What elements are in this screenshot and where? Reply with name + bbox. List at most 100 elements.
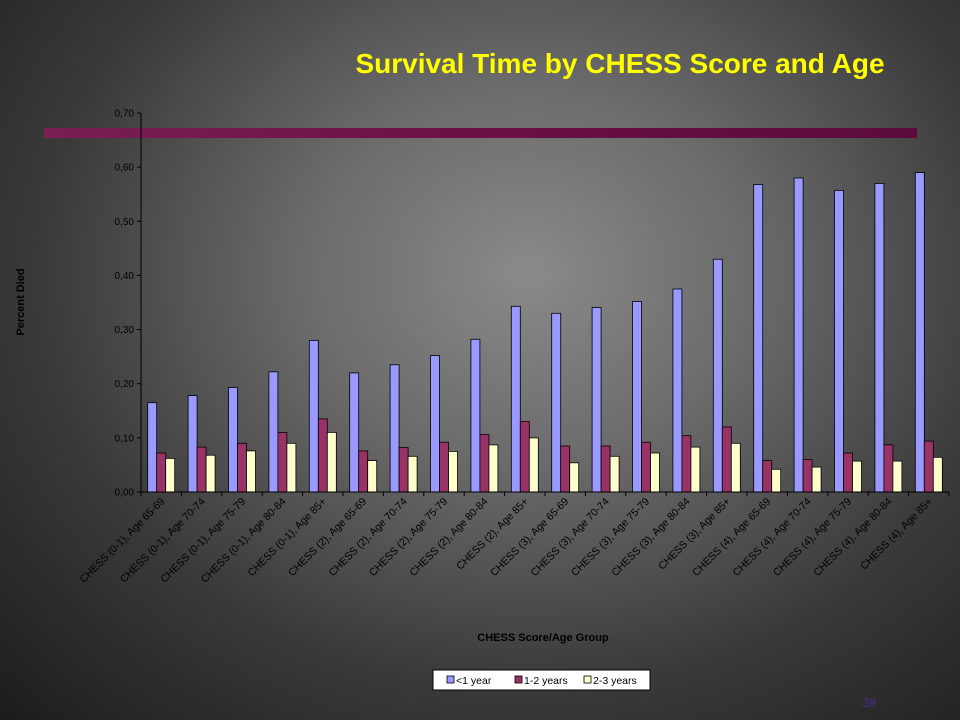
bar-series-2: [519, 421, 530, 493]
bar-series-1: [349, 372, 360, 493]
x-tick-label: CHESS (4), Age 75-79: [771, 496, 854, 579]
bar-series-2: [883, 444, 894, 493]
bar-series: [147, 172, 943, 493]
bar-series-1: [551, 312, 562, 493]
y-tick-label: 0,30: [115, 325, 135, 336]
bar-series-2: [600, 445, 611, 493]
bar-series-2: [802, 459, 813, 493]
bar-series-2: [681, 435, 692, 493]
bar-series-1: [874, 182, 885, 493]
bar-series-2: [398, 447, 409, 493]
bar-series-1: [793, 177, 804, 493]
bar-series-3: [165, 457, 176, 493]
x-tick-label: CHESS (3), Age 65-69: [488, 496, 571, 579]
bar-series-2: [641, 441, 651, 493]
y-tick-label: 0,10: [115, 433, 135, 444]
x-tick-label: CHESS (2), Age 65-69: [286, 496, 369, 579]
x-tick-label: CHESS (3), Age 70-74: [529, 496, 612, 579]
bar-series-3: [650, 452, 660, 493]
legend-label: 2-3 years: [593, 675, 637, 687]
bar-series-1: [308, 339, 319, 493]
chart-legend: <1 year 1-2 years 2-3 years: [432, 669, 651, 691]
y-tick-label: 0,00: [115, 488, 135, 499]
bar-series-3: [771, 468, 782, 493]
y-tick-label: 0,20: [115, 379, 135, 390]
bar-series-2: [560, 445, 571, 493]
bar-series-1: [914, 172, 925, 493]
x-tick-label: CHESS (2), Age 80-84: [407, 496, 490, 579]
x-tick-label: CHESS (4), Age 85+: [858, 496, 935, 573]
y-axis-ticks: 0,00 0,10 0,20 0,30 0,40 0,50 0,60 0,70: [115, 109, 141, 499]
bar-series-2: [237, 442, 247, 493]
y-tick-label: 0,70: [115, 109, 135, 120]
bar-series-3: [892, 460, 903, 493]
bar-series-2: [843, 452, 853, 493]
bar-series-3: [286, 442, 297, 493]
bar-series-3: [609, 455, 620, 493]
x-tick-label: CHESS (4), Age 65-69: [690, 496, 773, 579]
y-axis-title: Percent Died: [15, 268, 27, 335]
legend-label: 1-2 years: [524, 675, 568, 687]
bar-series-1: [672, 288, 683, 493]
x-tick-label: CHESS (4), Age 70-74: [731, 496, 814, 579]
legend-swatch: [514, 675, 523, 684]
bar-series-1: [753, 184, 764, 493]
bar-series-3: [448, 450, 458, 493]
x-tick-label: CHESS (4), Age 80-84: [811, 496, 894, 579]
bar-series-2: [439, 441, 449, 493]
bar-series-1: [389, 364, 400, 493]
legend-label: <1 year: [456, 675, 492, 687]
bar-series-3: [407, 455, 418, 493]
x-tick-label: CHESS (3), Age 80-84: [609, 496, 692, 579]
bar-series-1: [470, 338, 481, 493]
bar-series-3: [932, 456, 943, 493]
slide-title: Survival Time by CHESS Score and Age: [355, 48, 885, 79]
x-tick-label: CHESS (2), Age 75-79: [367, 496, 450, 579]
bar-series-2: [358, 450, 369, 493]
x-tick-label: CHESS (2), Age 70-74: [327, 496, 410, 579]
x-tick-label: CHESS (0-1), Age 85+: [246, 496, 329, 579]
bar-series-1: [430, 355, 440, 493]
bar-series-2: [277, 431, 288, 493]
bar-series-3: [730, 442, 741, 493]
bar-series-1: [268, 371, 279, 493]
x-tick-label: CHESS (2), Age 85+: [454, 496, 531, 573]
bar-series-1: [591, 306, 602, 493]
bar-series-3: [528, 437, 539, 493]
bar-series-3: [569, 462, 580, 493]
x-tick-label: CHESS (3), Age 85+: [656, 496, 733, 573]
x-axis-title: CHESS Score/Age Group: [477, 632, 609, 644]
legend-box: [432, 669, 651, 691]
bar-series-1: [510, 305, 521, 493]
bar-series-2: [721, 426, 732, 493]
bar-series-3: [205, 454, 216, 493]
bar-series-1: [187, 395, 198, 493]
y-tick-label: 0,50: [115, 217, 135, 228]
y-tick-label: 0,60: [115, 163, 135, 174]
bar-series-2: [762, 460, 773, 493]
bar-series-3: [367, 460, 378, 493]
bar-series-3: [488, 444, 499, 493]
bar-series-3: [852, 460, 862, 493]
bar-series-3: [811, 466, 822, 493]
title-rule: [44, 128, 917, 138]
bar-series-2: [156, 452, 167, 493]
bar-series-1: [228, 387, 238, 493]
legend-swatch: [583, 675, 592, 684]
x-tick-label: CHESS (3), Age 75-79: [569, 496, 652, 579]
bar-series-1: [834, 189, 844, 493]
bar-series-1: [712, 258, 723, 493]
bar-series-1: [632, 300, 642, 493]
bar-series-3: [326, 431, 337, 493]
bar-series-3: [690, 446, 701, 493]
bar-series-1: [147, 402, 158, 493]
page-number: 38: [862, 695, 877, 710]
y-tick-label: 0,40: [115, 271, 135, 282]
legend-swatch: [446, 675, 455, 684]
bar-series-2: [317, 418, 328, 493]
bar-series-3: [246, 450, 256, 493]
bar-series-2: [479, 434, 490, 493]
bar-series-2: [923, 440, 934, 493]
